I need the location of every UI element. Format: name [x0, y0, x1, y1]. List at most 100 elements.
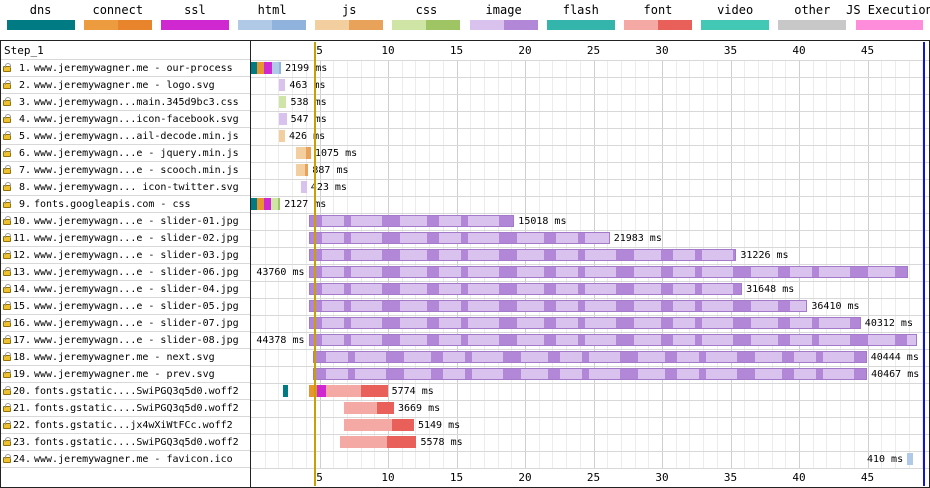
- request-row[interactable]: 16. www.jeremywagn...e - slider-07.jpg: [1, 315, 250, 332]
- row-separator: [251, 179, 929, 180]
- axis-tick-label: 20: [518, 471, 532, 484]
- axis-tick-label: 40: [792, 471, 806, 484]
- request-row[interactable]: 17. www.jeremywagn...e - slider-08.jpg: [1, 332, 250, 349]
- request-time-label: 2199 ms: [285, 63, 328, 74]
- lock-icon: [3, 199, 11, 208]
- legend-label: JS Execution: [846, 3, 930, 17]
- row-separator: [251, 128, 929, 129]
- request-time-label: 547 ms: [290, 114, 327, 125]
- request-list-footer: [1, 468, 250, 487]
- request-row[interactable]: 10. www.jeremywagn...e - slider-01.jpg: [1, 213, 250, 230]
- request-row[interactable]: 19. www.jeremywagner.me - prev.svg: [1, 366, 250, 383]
- request-number: 19.: [13, 368, 32, 380]
- waterfall-bar-font: [343, 419, 393, 431]
- waterfall-bar-connect: [257, 198, 264, 210]
- request-row[interactable]: 21. fonts.gstatic....SwiPGQ3q5d0.woff2: [1, 400, 250, 417]
- lock-icon: [3, 250, 11, 259]
- axis-tick-label: 5: [316, 471, 323, 484]
- request-row[interactable]: 7. www.jeremywagn...e - scooch.min.js: [1, 162, 250, 179]
- request-time-label: 426 ms: [289, 131, 326, 142]
- axis-tick-label: 10: [381, 471, 395, 484]
- request-row[interactable]: 1. www.jeremywagner.me - our-process: [1, 60, 250, 77]
- request-label: www.jeremywagn...e - slider-05.jpg: [34, 300, 239, 312]
- waterfall-bar-ssl: [264, 62, 272, 74]
- request-time-label: 3669 ms: [398, 403, 441, 414]
- waterfall-bar-ssl: [264, 198, 271, 210]
- request-time-label: 410 ms: [866, 454, 904, 465]
- waterfall-bar-dns: [251, 198, 258, 210]
- request-row[interactable]: 8. www.jeremywagn... icon-twitter.svg: [1, 179, 250, 196]
- waterfall-bar-image: [279, 113, 287, 125]
- request-number: 12.: [13, 249, 32, 261]
- waterfall-bar-ssl: [316, 385, 326, 397]
- legend-label: other: [794, 3, 831, 17]
- request-label: www.jeremywagn...e - slider-02.jpg: [34, 232, 239, 244]
- request-time-label: 538 ms: [290, 97, 327, 108]
- waterfall-bar-js_dark: [305, 147, 311, 159]
- request-row[interactable]: 13. www.jeremywagn...e - slider-06.jpg: [1, 264, 250, 281]
- request-time-label: 5578 ms: [420, 437, 463, 448]
- waterfall-bar-image: [279, 79, 286, 91]
- lock-icon: [3, 403, 11, 412]
- request-row[interactable]: 20. fonts.gstatic....SwiPGQ3q5d0.woff2: [1, 383, 250, 400]
- legend-item-connect: connect: [79, 3, 156, 40]
- waterfall-bar-css: [279, 96, 287, 108]
- waterfall-bar-image: [308, 266, 908, 278]
- request-number: 9.: [18, 198, 31, 210]
- request-row[interactable]: 15. www.jeremywagn...e - slider-05.jpg: [1, 298, 250, 315]
- request-time-label: 43760 ms: [256, 267, 305, 278]
- request-label: www.jeremywagn...e - slider-03.jpg: [34, 249, 239, 261]
- request-row[interactable]: 2. www.jeremywagner.me - logo.svg: [1, 77, 250, 94]
- lock-icon: [3, 335, 11, 344]
- request-label: fonts.gstatic....SwiPGQ3q5d0.woff2: [34, 402, 239, 414]
- request-row[interactable]: 24. www.jeremywagner.me - favicon.ico: [1, 451, 250, 468]
- legend-swatch: [160, 20, 229, 30]
- request-row[interactable]: 18. www.jeremywagner.me - next.svg: [1, 349, 250, 366]
- request-number: 3.: [18, 96, 31, 108]
- lock-icon: [3, 182, 11, 191]
- request-row[interactable]: 14. www.jeremywagn...e - slider-04.jpg: [1, 281, 250, 298]
- request-label: www.jeremywagn...e - slider-01.jpg: [34, 215, 239, 227]
- legend-label: video: [717, 3, 754, 17]
- lock-icon: [3, 233, 11, 242]
- waterfall-bar-image: [308, 232, 610, 244]
- request-row[interactable]: 22. fonts.gstatic...jx4wXiWtFCc.woff2: [1, 417, 250, 434]
- axis-tick-label: 35: [723, 44, 738, 57]
- request-row[interactable]: 5. www.jeremywagn...ail-decode.min.js: [1, 128, 250, 145]
- request-label: www.jeremywagn...e - slider-08.jpg: [34, 334, 239, 346]
- waterfall-bar-font: [340, 436, 387, 448]
- request-row[interactable]: 4. www.jeremywagn...icon-facebook.svg: [1, 111, 250, 128]
- request-label: www.jeremywagn...e - slider-06.jpg: [34, 266, 239, 278]
- request-number: 16.: [13, 317, 32, 329]
- request-time-label: 463 ms: [289, 80, 326, 91]
- lock-icon: [3, 148, 11, 157]
- waterfall-bar-connect: [309, 385, 317, 397]
- request-row[interactable]: 11. www.jeremywagn...e - slider-02.jpg: [1, 230, 250, 247]
- waterfall-bar-dns: [282, 385, 288, 397]
- legend-label: js: [342, 3, 357, 17]
- request-row[interactable]: 6. www.jeremywagn...e - jquery.min.js: [1, 145, 250, 162]
- request-row[interactable]: 23. fonts.gstatic....SwiPGQ3q5d0.woff2: [1, 434, 250, 451]
- request-time-label: 2127 ms: [284, 199, 327, 210]
- request-row[interactable]: 3. www.jeremywagn...main.345d9bc3.css: [1, 94, 250, 111]
- waterfall-bar-font_dark: [392, 419, 414, 431]
- request-label: www.jeremywagn...e - jquery.min.js: [34, 147, 239, 159]
- waterfall-bar-css_dark: [277, 198, 281, 210]
- axis-tick-label: 40: [792, 44, 806, 57]
- waterfall-bar-font_dark: [360, 385, 388, 397]
- request-time-label: 31648 ms: [746, 284, 795, 295]
- request-row[interactable]: 12. www.jeremywagn...e - slider-03.jpg: [1, 247, 250, 264]
- axis-tick-label: 25: [586, 471, 601, 484]
- legend-label: connect: [92, 3, 144, 17]
- axis-tick-label: 30: [655, 471, 669, 484]
- request-number: 22.: [13, 419, 32, 431]
- waterfall-bar-font_dark: [386, 436, 417, 448]
- legend-label: html: [257, 3, 287, 17]
- lock-icon: [3, 131, 11, 140]
- request-number: 2.: [18, 79, 31, 91]
- request-row[interactable]: 9. fonts.googleapis.com - css: [1, 196, 250, 213]
- waterfall-bar-font: [325, 385, 361, 397]
- request-time-label: 40467 ms: [871, 369, 920, 380]
- row-separator: [251, 145, 929, 146]
- request-time-label: 5774 ms: [391, 386, 434, 397]
